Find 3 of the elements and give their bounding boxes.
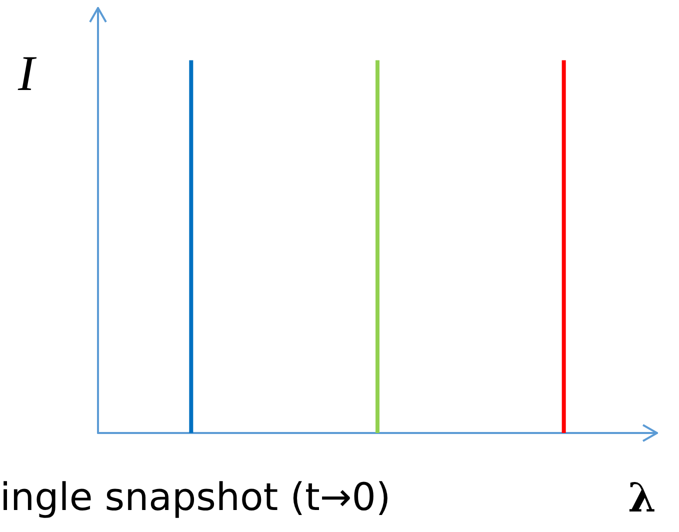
x-axis-title: λ [628,474,656,522]
y-axis-title: I [17,45,37,101]
text: ingle snapshot (t→0) [0,475,391,519]
